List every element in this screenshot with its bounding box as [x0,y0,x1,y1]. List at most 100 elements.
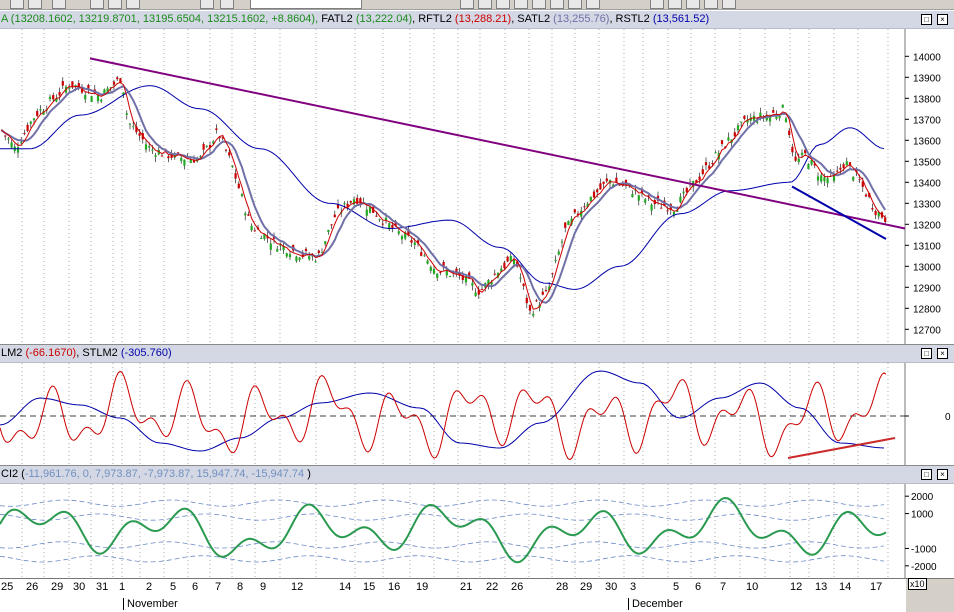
candle-body [228,152,231,156]
toolbar-button[interactable] [550,0,564,9]
toolbar-button[interactable] [650,0,664,9]
toolbar-button[interactable] [220,0,234,9]
toolbar-button[interactable] [722,0,736,9]
candle-body [573,209,576,213]
candle-body [176,152,180,154]
candle-body [698,176,701,180]
time-axis: x10 25 26 29 30 31 1 2 5 6 7 8 9 12 14 15 16 19 21 22 26 28 2… [0,578,954,612]
toolbar-button[interactable] [514,0,528,9]
toolbar-button[interactable] [568,0,582,9]
candle-body [471,282,474,286]
candle-body [682,191,685,194]
panel-close-button[interactable]: × [937,348,948,359]
price-chart[interactable]: 14000 13900 13800 13700 13600 13500 13400 13300… [0,29,954,344]
candle-body [100,99,103,102]
toolbar-button[interactable] [90,0,104,9]
candle-body [23,133,26,135]
candle-body [378,219,381,221]
candle-body [832,175,836,182]
candle-body [119,78,122,84]
toolbar-button[interactable] [108,0,122,9]
candle-body [826,178,829,184]
scale-multiplier-badge[interactable]: x10 [908,578,927,590]
candle-body [400,236,404,240]
symbol-field[interactable] [250,0,362,9]
candle-body [407,229,410,236]
toolbar-button[interactable] [10,0,24,9]
candle-body [884,217,887,223]
candle-body [599,183,602,190]
candle-body [221,137,224,139]
candle-body [0,129,4,131]
candle-body [704,162,708,166]
candle-body [672,211,676,216]
panel-separator[interactable] [0,344,954,345]
panel-separator[interactable] [0,465,954,466]
y-tick-label: 13600 [913,136,941,147]
candle-body [308,256,311,260]
ci-band-line [0,555,885,563]
ci-band-line [0,499,885,507]
panel-close-button[interactable]: × [937,14,948,25]
x-tick-label: 9 [260,581,267,593]
candle-body [253,230,256,232]
candle-body [234,173,237,179]
toolbar-button[interactable] [200,0,214,9]
candle-body [269,243,272,250]
toolbar-button[interactable] [126,0,140,9]
panel-minimize-button[interactable]: □ [921,348,932,359]
candle-body [343,203,346,205]
legend-part: ) [304,468,311,480]
oscillator-chart[interactable]: 0 [0,363,954,465]
candle-body [381,223,384,225]
fatl-line [1,81,886,310]
panel-minimize-button[interactable]: □ [921,14,932,25]
candle-body [490,282,493,285]
candle-body [295,256,298,262]
candle-body [631,194,634,198]
y-tick-label: 13700 [913,115,941,126]
y-tick-label: 14000 [913,52,941,63]
candle-body [231,165,234,168]
candle-body [650,204,653,211]
candle-body [330,224,333,226]
candle-body [877,211,880,217]
ci-line [0,496,887,564]
candle-body [480,289,484,291]
trendline-short [791,185,887,240]
candle-body [816,176,820,181]
candle-body [845,161,848,166]
toolbar-button[interactable] [704,0,718,9]
toolbar-button[interactable] [532,0,546,9]
toolbar-button[interactable] [52,0,66,9]
toolbar [0,0,954,10]
toolbar-button[interactable] [478,0,492,9]
candle-body [503,262,506,269]
toolbar-button[interactable] [460,0,474,9]
toolbar-button[interactable] [28,0,42,9]
x-tick-label: 14 [339,581,352,593]
ci-chart[interactable]: 2000 1000 -1000 -2000 [0,484,954,578]
candle-body [10,142,13,148]
candle-body [346,203,349,208]
legend-part: , RSTL2 [609,13,653,25]
candle-body [685,187,688,193]
toolbar-button[interactable] [686,0,700,9]
panel-minimize-button[interactable]: □ [921,469,932,480]
y-tick-label: 2000 [911,492,934,503]
y-tick-label: 13500 [913,157,941,168]
panel-close-button[interactable]: × [937,469,948,480]
y-tick-label: 12700 [913,325,941,336]
toolbar-button[interactable] [496,0,510,9]
candle-body [202,144,205,150]
candle-body [250,225,253,231]
toolbar-button[interactable] [586,0,600,9]
candle-body [135,126,138,133]
x-tick-label: 13 [815,581,828,593]
candle-body [29,121,32,124]
stlm-line [0,370,885,452]
candle-body [570,218,573,225]
candle-body [20,142,23,144]
toolbar-button[interactable] [668,0,682,9]
candle-body [493,273,496,275]
